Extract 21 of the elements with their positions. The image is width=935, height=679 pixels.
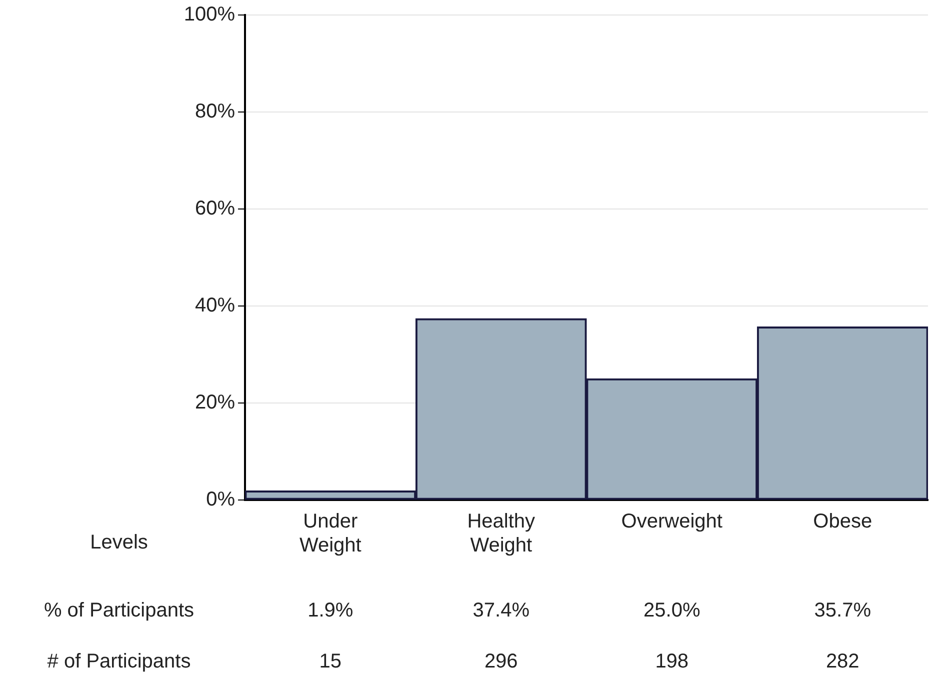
- data-label: 37.4%: [472, 600, 530, 622]
- text: 282: [826, 650, 860, 673]
- text: # of Participants: [47, 650, 191, 673]
- x-tick-label: Obese: [813, 510, 872, 533]
- y-tick-label: 100%: [184, 4, 236, 26]
- data-label: 35.7%: [814, 600, 872, 622]
- y-tick-label: 40%: [194, 294, 236, 317]
- text: Levels: [90, 532, 148, 554]
- text: 198: [655, 650, 689, 673]
- x-tick-label: Healthy Weight: [467, 510, 536, 557]
- x-tick-label: Under Weight: [299, 510, 362, 557]
- text: 296: [484, 650, 518, 673]
- text: % of Participants: [44, 600, 194, 622]
- y-tick-label: 20%: [194, 392, 236, 414]
- y-tick-label: 0%: [206, 488, 236, 511]
- x-tick-label: Overweight: [621, 510, 723, 533]
- text: 15: [319, 650, 342, 673]
- y-tick-label: 80%: [194, 100, 236, 123]
- data-label: 1.9%: [308, 600, 354, 622]
- y-tick-label: 60%: [194, 198, 236, 220]
- data-label: 25.0%: [644, 600, 700, 622]
